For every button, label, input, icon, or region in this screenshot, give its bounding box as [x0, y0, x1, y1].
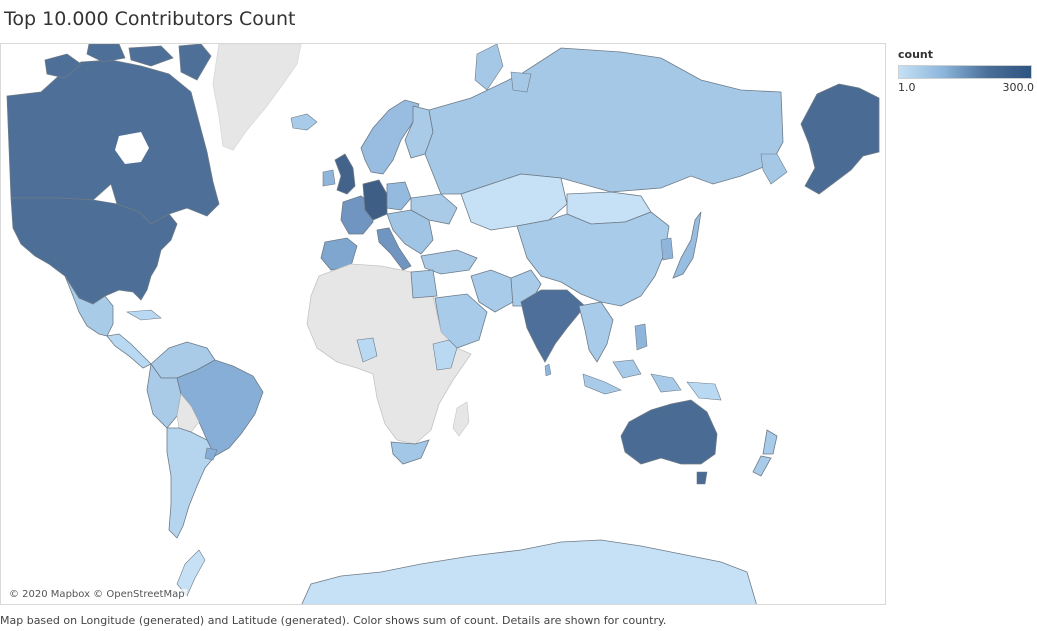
country-australia[interactable]: [620, 399, 718, 465]
country-norway-sweden[interactable]: [360, 99, 420, 175]
legend-max-label: 300.0: [1002, 81, 1035, 94]
color-legend[interactable]: count 1.0 300.0: [898, 48, 1034, 94]
legend-gradient-bar: [898, 65, 1032, 79]
country-nigeria[interactable]: [356, 337, 378, 363]
country-philippines[interactable]: [634, 323, 648, 351]
country-italy[interactable]: [376, 227, 412, 271]
world-map-svg[interactable]: [1, 44, 886, 605]
country-mexico[interactable]: [64, 275, 114, 337]
country-india[interactable]: [520, 289, 586, 363]
country-united-states[interactable]: [10, 197, 178, 305]
country-south-africa[interactable]: [390, 439, 430, 465]
country-new-zealand[interactable]: [752, 429, 778, 477]
country-canada-islands[interactable]: [44, 44, 212, 81]
country-japan[interactable]: [672, 211, 702, 279]
legend-labels: 1.0 300.0: [898, 81, 1034, 94]
country-russia-islands[interactable]: [474, 44, 532, 93]
country-kazakhstan[interactable]: [460, 173, 568, 231]
country-antarctica[interactable]: [301, 539, 757, 605]
country-korea[interactable]: [660, 237, 674, 261]
country-poland[interactable]: [386, 181, 412, 211]
map-attribution[interactable]: © 2020 Mapbox © OpenStreetMap: [7, 589, 187, 600]
country-iceland[interactable]: [290, 113, 318, 131]
hudson-bay: [115, 132, 149, 164]
legend-min-label: 1.0: [898, 81, 916, 94]
country-turkey[interactable]: [420, 249, 478, 275]
country-united-kingdom[interactable]: [334, 153, 356, 195]
country-tasmania[interactable]: [696, 471, 708, 485]
country-antarctic-peninsula[interactable]: [176, 549, 206, 597]
choropleth-map[interactable]: © 2020 Mapbox © OpenStreetMap: [0, 43, 886, 605]
legend-title: count: [898, 48, 933, 61]
country-uruguay[interactable]: [204, 447, 218, 461]
country-indonesia[interactable]: [582, 359, 682, 395]
country-sri-lanka[interactable]: [544, 363, 552, 377]
map-caption: Map based on Longitude (generated) and L…: [0, 614, 667, 627]
country-argentina[interactable]: [166, 427, 216, 539]
country-greenland[interactable]: [212, 44, 302, 151]
country-se-asia[interactable]: [578, 301, 614, 363]
country-china[interactable]: [516, 211, 670, 307]
country-egypt[interactable]: [410, 269, 438, 299]
country-alaska[interactable]: [800, 83, 880, 195]
country-kenya[interactable]: [432, 339, 458, 371]
country-madagascar[interactable]: [452, 401, 470, 437]
country-russia-east[interactable]: [760, 153, 788, 185]
map-title: Top 10.000 Contributors Count: [4, 8, 296, 30]
country-papua-new-guinea[interactable]: [686, 381, 722, 401]
country-ireland[interactable]: [322, 169, 336, 187]
country-cuba[interactable]: [126, 309, 162, 321]
